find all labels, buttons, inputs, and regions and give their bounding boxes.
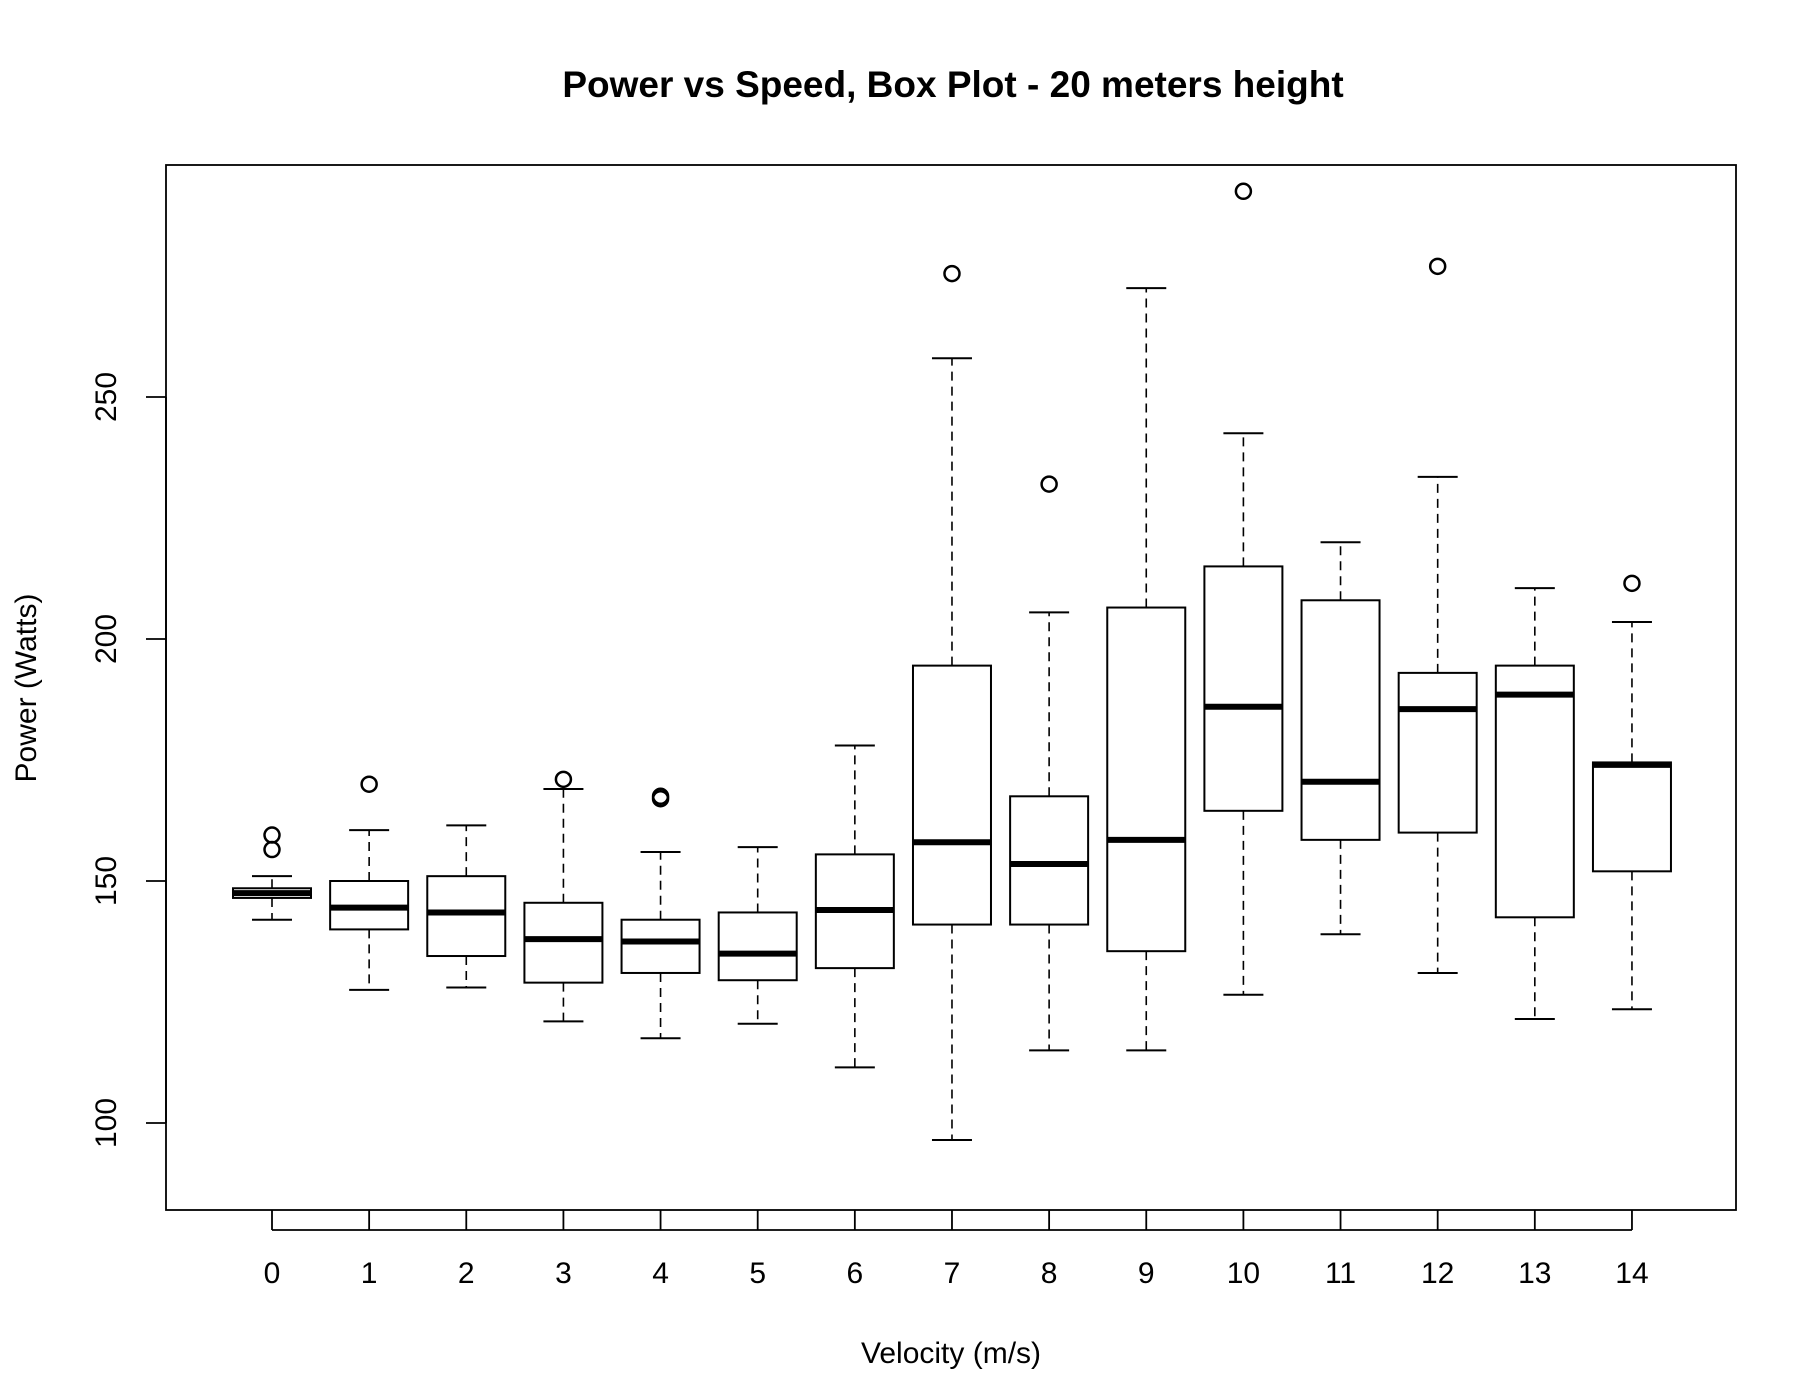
iqr-box bbox=[1591, 761, 1672, 873]
box-group-10 bbox=[1203, 182, 1284, 996]
y-axis: 100 150 200 250 bbox=[90, 372, 167, 1148]
y-tick-label: 150 bbox=[90, 856, 123, 906]
x-axis: 0 1 2 3 4 5 6 7 8 9 10 11 12 13 14 bbox=[264, 1210, 1649, 1290]
outlier-point bbox=[1234, 182, 1253, 201]
iqr-box bbox=[1300, 599, 1381, 841]
outlier-point bbox=[1428, 257, 1447, 276]
box-group-14 bbox=[1591, 574, 1672, 1011]
outlier-point bbox=[360, 775, 378, 793]
x-tick-label: 2 bbox=[458, 1257, 475, 1290]
iqr-box bbox=[1397, 671, 1478, 834]
x-tick-label: 5 bbox=[749, 1257, 766, 1290]
outlier-point bbox=[554, 770, 573, 789]
box-group-13 bbox=[1494, 587, 1575, 1020]
x-tick-label: 6 bbox=[846, 1257, 863, 1290]
box-group-11 bbox=[1300, 541, 1381, 936]
x-tick-label: 11 bbox=[1325, 1257, 1356, 1290]
boxes-layer bbox=[232, 182, 1672, 1141]
outlier-point bbox=[1040, 475, 1058, 493]
x-tick-label: 9 bbox=[1138, 1257, 1155, 1290]
x-tick-label: 12 bbox=[1421, 1257, 1454, 1290]
outlier-point bbox=[263, 840, 281, 859]
box-group-1 bbox=[329, 775, 410, 991]
iqr-box bbox=[1494, 664, 1575, 919]
y-tick-label: 250 bbox=[90, 372, 123, 422]
y-tick-label: 100 bbox=[90, 1098, 123, 1148]
box-group-4 bbox=[620, 787, 701, 1040]
box-group-5 bbox=[717, 846, 798, 1025]
box-group-2 bbox=[426, 824, 507, 989]
x-tick-label: 3 bbox=[555, 1257, 572, 1290]
box-group-9 bbox=[1106, 287, 1187, 1052]
outlier-point bbox=[263, 826, 281, 844]
box-group-12 bbox=[1397, 257, 1478, 974]
iqr-box bbox=[426, 875, 507, 958]
x-axis-label: Velocity (m/s) bbox=[861, 1337, 1041, 1370]
y-tick-label: 200 bbox=[90, 614, 123, 664]
box-group-8 bbox=[1009, 475, 1090, 1052]
x-tick-label: 8 bbox=[1041, 1257, 1058, 1290]
iqr-box bbox=[1009, 795, 1090, 926]
box-group-6 bbox=[814, 744, 895, 1069]
x-tick-label: 0 bbox=[264, 1257, 281, 1290]
iqr-box bbox=[1203, 565, 1284, 812]
box-group-3 bbox=[523, 770, 604, 1023]
outlier-point bbox=[943, 264, 961, 283]
y-axis-label: Power (Watts) bbox=[10, 594, 43, 783]
x-tick-label: 7 bbox=[944, 1257, 961, 1290]
x-tick-label: 14 bbox=[1615, 1257, 1648, 1290]
iqr-box bbox=[911, 664, 992, 926]
chart-title: Power vs Speed, Box Plot - 20 meters hei… bbox=[562, 64, 1343, 105]
x-tick-label: 4 bbox=[652, 1257, 669, 1290]
iqr-box bbox=[717, 911, 798, 982]
x-tick-label: 10 bbox=[1227, 1257, 1260, 1290]
box-group-7 bbox=[911, 264, 992, 1141]
box-group-0 bbox=[232, 826, 312, 921]
iqr-box bbox=[1106, 606, 1187, 953]
iqr-box bbox=[620, 918, 701, 974]
x-tick-label: 13 bbox=[1518, 1257, 1551, 1290]
outlier-point bbox=[651, 787, 670, 806]
outlier-point bbox=[1623, 574, 1641, 593]
iqr-box bbox=[523, 901, 604, 984]
x-tick-label: 1 bbox=[361, 1257, 378, 1290]
